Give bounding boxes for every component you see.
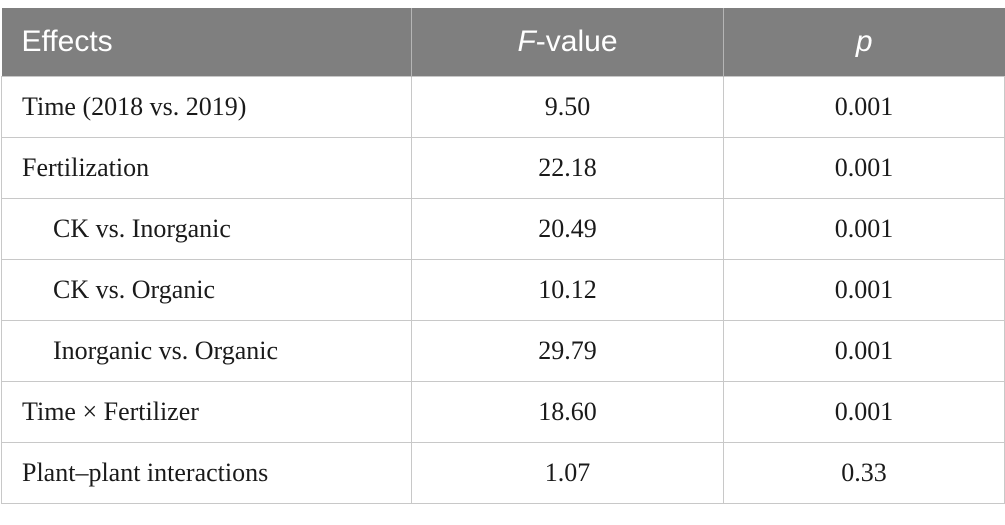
row-f-value: 22.18 <box>411 137 724 199</box>
row-f-value: 9.50 <box>411 76 724 138</box>
header-effects: Effects <box>1 8 412 77</box>
table-body: Time (2018 vs. 2019) 9.50 0.001 Fertiliz… <box>1 76 1005 504</box>
row-effect: Time × Fertilizer <box>1 381 412 443</box>
table-row: Fertilization 22.18 0.001 <box>1 137 1005 199</box>
row-effect: CK vs. Organic <box>1 259 412 321</box>
table-row: CK vs. Inorganic 20.49 0.001 <box>1 198 1005 260</box>
row-effect: Inorganic vs. Organic <box>1 320 412 382</box>
row-f-value: 18.60 <box>411 381 724 443</box>
header-f-rest: -value <box>535 25 618 58</box>
row-p-value: 0.33 <box>723 442 1005 504</box>
row-p-value: 0.001 <box>723 137 1005 199</box>
row-effect: Time (2018 vs. 2019) <box>1 76 412 138</box>
row-p-value: 0.001 <box>723 320 1005 382</box>
table-row: Time × Fertilizer 18.60 0.001 <box>1 381 1005 443</box>
header-f-italic: F <box>517 25 536 58</box>
table-row: CK vs. Organic 10.12 0.001 <box>1 259 1005 321</box>
table-row: Plant–plant interactions 1.07 0.33 <box>1 442 1005 504</box>
header-p: p <box>723 8 1005 77</box>
header-f-value: F-value <box>411 8 724 77</box>
row-effect: CK vs. Inorganic <box>1 198 412 260</box>
header-row: Effects F-value p <box>1 8 1005 77</box>
row-f-value: 10.12 <box>411 259 724 321</box>
row-f-value: 29.79 <box>411 320 724 382</box>
row-p-value: 0.001 <box>723 76 1005 138</box>
row-effect: Fertilization <box>1 137 412 199</box>
row-effect: Plant–plant interactions <box>1 442 412 504</box>
table-row: Inorganic vs. Organic 29.79 0.001 <box>1 320 1005 382</box>
anova-table: Effects F-value p Time (2018 vs. 2019) 9… <box>1 8 1005 504</box>
row-f-value: 1.07 <box>411 442 724 504</box>
row-f-value: 20.49 <box>411 198 724 260</box>
row-p-value: 0.001 <box>723 259 1005 321</box>
table-header: Effects F-value p <box>1 8 1005 77</box>
row-p-value: 0.001 <box>723 381 1005 443</box>
row-p-value: 0.001 <box>723 198 1005 260</box>
table-row: Time (2018 vs. 2019) 9.50 0.001 <box>1 76 1005 138</box>
anova-table-container: Effects F-value p Time (2018 vs. 2019) 9… <box>0 8 1005 504</box>
